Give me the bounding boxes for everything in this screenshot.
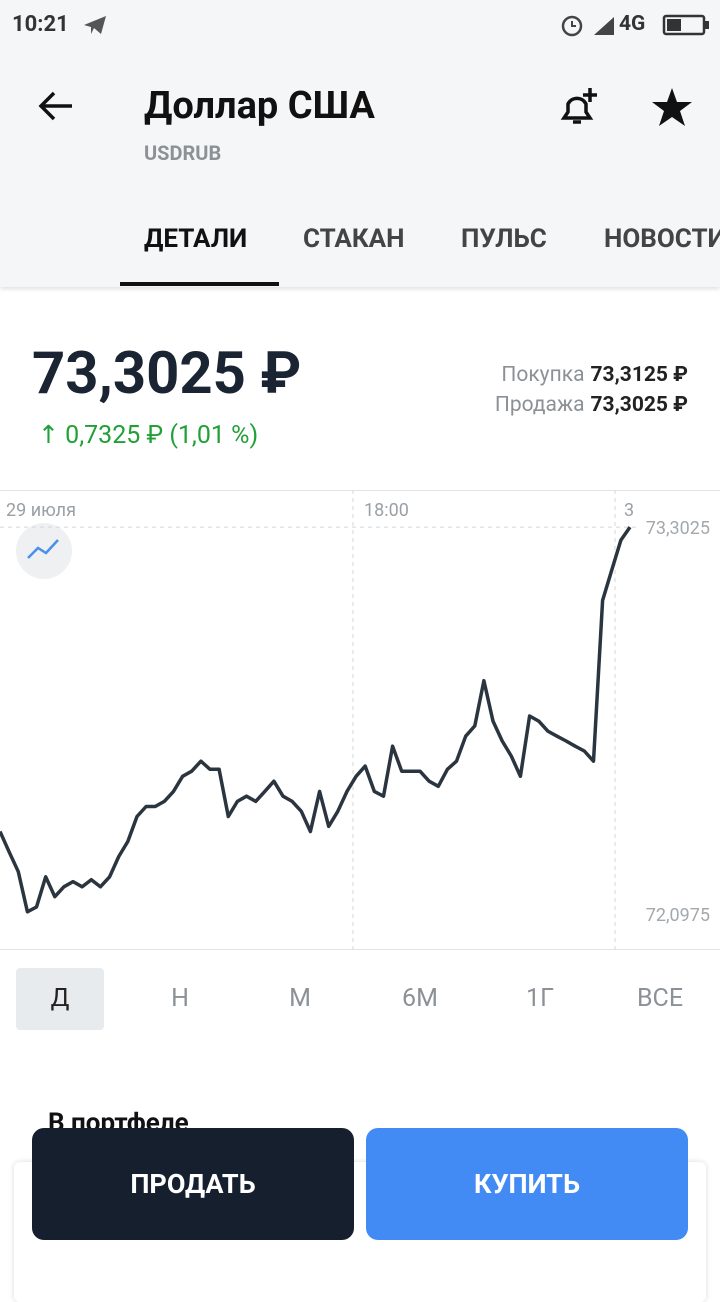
- instrument-title: Доллар США: [144, 84, 375, 128]
- buy-price: 73,3125 ₽: [590, 363, 689, 387]
- buy-button[interactable]: КУПИТЬ: [366, 1128, 688, 1240]
- telegram-icon: [84, 16, 106, 34]
- sell-price: 73,3025 ₽: [590, 393, 689, 417]
- instrument-ticker: USDRUB: [144, 141, 222, 165]
- period-button[interactable]: Д: [16, 968, 104, 1030]
- period-button[interactable]: Н: [171, 984, 189, 1013]
- favorite-button[interactable]: [650, 86, 694, 128]
- indicator-icon: [27, 539, 59, 559]
- period-button[interactable]: 1Г: [526, 984, 554, 1013]
- status-time: 10:21: [12, 12, 69, 37]
- sell-quote: Продажа 73,3025 ₽: [495, 393, 688, 417]
- tab[interactable]: ПУЛЬС: [461, 224, 547, 254]
- tab[interactable]: НОВОСТИ: [604, 224, 720, 254]
- price-chart: 29 июля 18:00 3 72,0975 73,3025: [0, 490, 720, 950]
- y-tick-label: 73,3025: [646, 518, 710, 539]
- change-value: 0,7325 ₽ (1,01 %): [65, 421, 259, 450]
- sell-button[interactable]: ПРОДАТЬ: [32, 1128, 354, 1240]
- battery-icon: [662, 14, 709, 36]
- x-tick-label: 3: [624, 500, 634, 521]
- app-bar: [0, 0, 720, 287]
- change-arrow: ↑: [38, 421, 59, 450]
- period-button[interactable]: ВСЕ: [636, 984, 684, 1013]
- add-alert-button[interactable]: [556, 84, 600, 130]
- tab[interactable]: СТАКАН: [303, 224, 405, 254]
- period-button[interactable]: М: [289, 984, 311, 1013]
- buy-label: Покупка: [501, 363, 585, 387]
- y-tick-label: 72,0975: [646, 905, 710, 926]
- buy-quote: Покупка 73,3125 ₽: [501, 363, 688, 387]
- sell-label: Продажа: [494, 393, 585, 417]
- period-button[interactable]: 6М: [402, 984, 438, 1013]
- tab-indicator: [120, 282, 279, 286]
- price: 73,3025 ₽: [32, 340, 302, 408]
- status-icons: [561, 15, 614, 37]
- x-tick-label: 18:00: [364, 500, 409, 521]
- tab[interactable]: ДЕТАЛИ: [144, 224, 248, 254]
- back-button[interactable]: [36, 88, 76, 124]
- price-change: ↑ 0,7325 ₽ (1,01 %): [38, 420, 258, 450]
- price-line: [0, 526, 632, 914]
- x-tick-label: 29 июля: [6, 500, 76, 521]
- network-label: 4G: [619, 12, 646, 36]
